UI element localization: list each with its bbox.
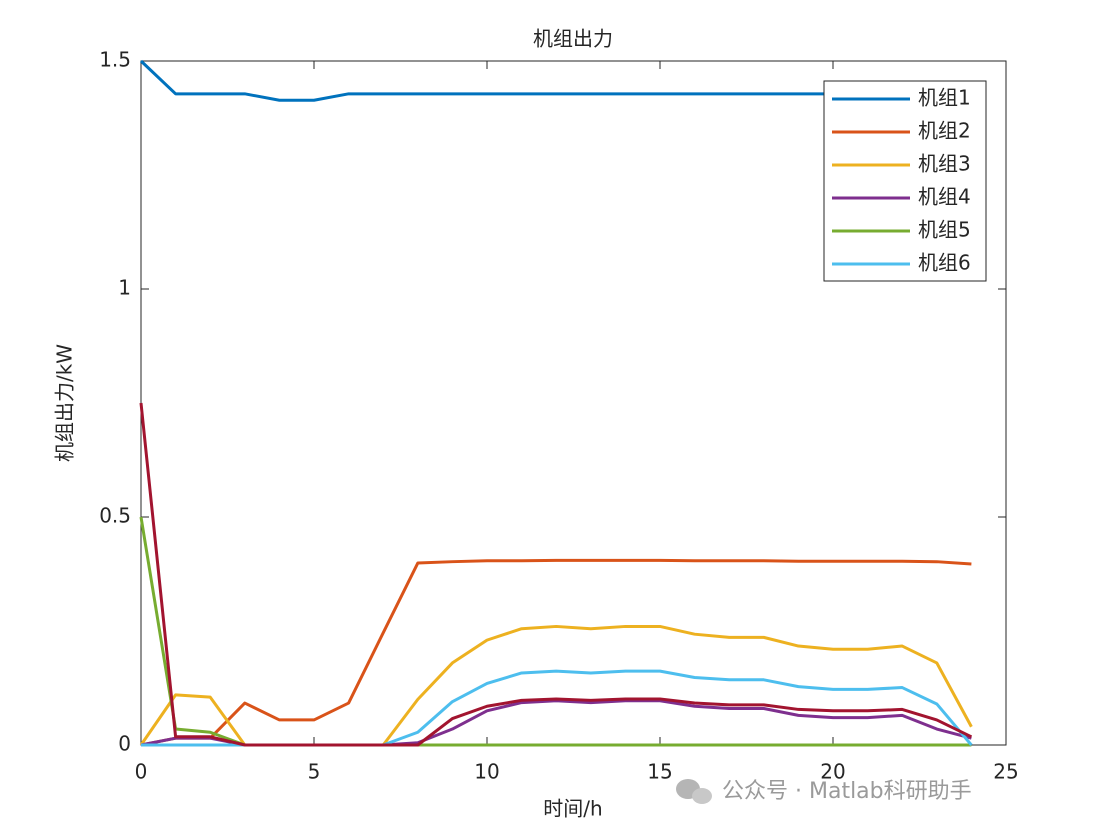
y-axis-label: 机组出力/kW <box>53 344 77 462</box>
y-tick-label: 0 <box>118 732 131 756</box>
legend-label: 机组1 <box>918 86 971 110</box>
y-tick-label: 1 <box>118 276 131 300</box>
legend-label: 机组3 <box>918 152 971 176</box>
series-line <box>140 558 972 747</box>
x-tick-label: 15 <box>647 760 672 784</box>
chart-title: 机组出力 <box>533 27 613 51</box>
legend-label: 机组4 <box>918 185 971 209</box>
y-tick-label: 0.5 <box>99 504 131 528</box>
watermark-icon <box>676 779 712 804</box>
x-axis-label: 时间/h <box>543 797 602 821</box>
x-tick-label: 10 <box>474 760 499 784</box>
legend-label: 机组2 <box>918 119 971 143</box>
legend: 机组1 机组2 机组3 机组4 机组5 机组6 <box>823 80 987 282</box>
y-tick-label: 1.5 <box>99 48 131 72</box>
x-tick-label: 20 <box>820 760 845 784</box>
x-tick-label: 0 <box>135 760 148 784</box>
legend-label: 机组5 <box>918 218 971 242</box>
legend-label: 机组6 <box>918 251 971 275</box>
series-line <box>139 402 973 747</box>
watermark: 公众号 · Matlab科研助手 <box>722 779 972 804</box>
x-tick-label: 5 <box>308 760 321 784</box>
x-tick-label: 25 <box>993 760 1018 784</box>
legend-box <box>823 80 987 282</box>
